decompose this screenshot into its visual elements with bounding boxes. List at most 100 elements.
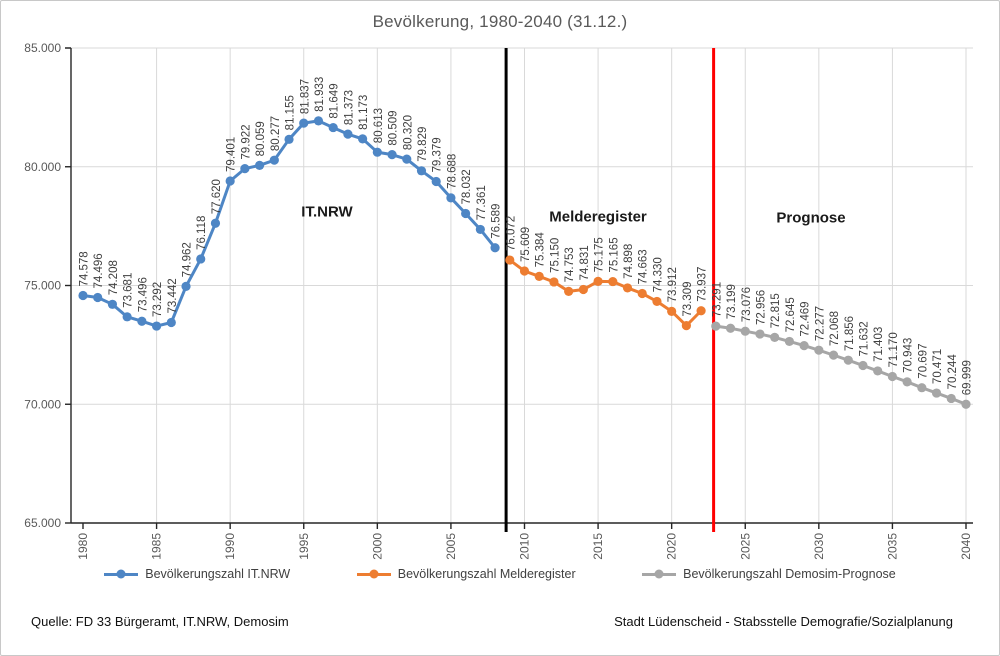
x-tick-label: 2025 bbox=[738, 533, 752, 560]
data-label-prognose: 70.471 bbox=[932, 349, 944, 384]
data-point-melderegister bbox=[549, 277, 559, 287]
data-label-melderegister: 73.937 bbox=[697, 267, 709, 302]
x-tick-label: 2000 bbox=[370, 533, 384, 560]
data-point-melderegister bbox=[534, 271, 544, 281]
data-label-melderegister: 74.831 bbox=[579, 245, 591, 280]
data-label-melderegister: 74.753 bbox=[564, 247, 576, 282]
data-label-prognose: 71.632 bbox=[858, 321, 870, 356]
data-label-itnrw: 81.837 bbox=[299, 79, 311, 114]
x-tick-label: 2035 bbox=[885, 533, 899, 560]
data-label-prognose: 73.291 bbox=[711, 282, 723, 317]
publisher-note: Stadt Lüdenscheid - Stabsstelle Demograf… bbox=[614, 614, 953, 629]
y-tick-label: 65.000 bbox=[24, 516, 61, 530]
series-melderegister: 76.072 75.609 75.384 75.150 74.753 74.831 75.1… bbox=[505, 216, 709, 331]
data-point-prognose bbox=[858, 360, 868, 371]
data-point-prognose bbox=[902, 377, 912, 387]
legend-dot-itnrw-icon bbox=[116, 569, 126, 579]
data-point-prognose bbox=[755, 329, 765, 339]
data-label-melderegister: 74.898 bbox=[623, 244, 635, 279]
data-point-itnrw bbox=[299, 118, 309, 128]
section-label-itnrw: IT.NRW bbox=[301, 203, 353, 221]
data-point-itnrw bbox=[137, 316, 147, 326]
data-point-itnrw bbox=[107, 299, 118, 309]
data-point-prognose bbox=[770, 332, 780, 342]
data-point-melderegister bbox=[608, 276, 618, 287]
data-point-itnrw bbox=[475, 224, 485, 235]
data-label-prognose: 71.170 bbox=[888, 332, 900, 367]
data-point-itnrw bbox=[446, 193, 456, 203]
data-label-itnrw: 73.292 bbox=[152, 282, 164, 317]
data-label-itnrw: 81.933 bbox=[314, 77, 326, 112]
data-label-prognose: 72.815 bbox=[770, 293, 782, 328]
legend-marker-prognose-icon bbox=[642, 569, 677, 579]
legend-item-itnrw: Bevölkerungszahl IT.NRW bbox=[104, 567, 290, 581]
data-label-itnrw: 79.401 bbox=[226, 137, 238, 172]
data-label-itnrw: 81.173 bbox=[358, 95, 370, 130]
x-tick-label: 2010 bbox=[518, 533, 532, 560]
data-point-prognose bbox=[711, 321, 721, 331]
data-point-prognose bbox=[873, 366, 883, 376]
data-label-melderegister: 74.330 bbox=[652, 257, 664, 292]
data-label-itnrw: 77.361 bbox=[476, 185, 488, 220]
x-tick-label: 1990 bbox=[223, 533, 237, 560]
data-label-itnrw: 77.620 bbox=[211, 179, 223, 214]
data-point-itnrw bbox=[78, 290, 88, 301]
data-label-melderegister: 76.072 bbox=[505, 216, 517, 251]
data-point-melderegister bbox=[593, 276, 603, 286]
axes: 65.000 70.000 75.000 80.000 85.000 1980 1985 19… bbox=[24, 41, 973, 560]
data-label-itnrw: 74.578 bbox=[79, 251, 91, 286]
data-label-itnrw: 81.155 bbox=[285, 95, 297, 130]
data-label-prognose: 69.999 bbox=[962, 360, 974, 395]
data-point-melderegister bbox=[622, 283, 633, 293]
data-point-itnrw bbox=[387, 150, 397, 160]
data-point-melderegister bbox=[637, 288, 647, 299]
data-label-melderegister: 74.663 bbox=[638, 249, 650, 284]
data-point-itnrw bbox=[240, 164, 250, 174]
data-point-itnrw bbox=[166, 317, 176, 328]
data-point-itnrw bbox=[402, 154, 412, 164]
data-point-itnrw bbox=[461, 208, 471, 219]
data-label-prognose: 70.244 bbox=[947, 354, 959, 390]
data-point-prognose bbox=[931, 388, 942, 398]
data-point-melderegister bbox=[667, 306, 677, 316]
data-point-itnrw bbox=[181, 281, 191, 292]
series-itnrw: 74.578 74.496 74.208 73.681 73.496 73.292 73.4… bbox=[78, 77, 503, 331]
data-point-prognose bbox=[946, 393, 956, 404]
data-point-itnrw bbox=[93, 292, 103, 303]
data-label-itnrw: 79.922 bbox=[240, 124, 252, 159]
data-point-itnrw bbox=[284, 134, 294, 144]
data-point-prognose bbox=[725, 323, 736, 333]
chart-footer: Quelle: FD 33 Bürgeramt, IT.NRW, Demosim… bbox=[31, 614, 953, 629]
x-tick-label: 1980 bbox=[76, 533, 90, 560]
data-label-itnrw: 78.688 bbox=[446, 154, 458, 189]
data-label-melderegister: 75.150 bbox=[549, 238, 561, 273]
data-point-prognose bbox=[784, 336, 795, 347]
legend-item-prognose: Bevölkerungszahl Demosim-Prognose bbox=[642, 567, 896, 581]
data-point-itnrw bbox=[490, 243, 500, 253]
data-label-itnrw: 73.496 bbox=[137, 277, 149, 312]
chart-title: Bevölkerung, 1980-2040 (31.12.) bbox=[372, 12, 628, 31]
data-label-itnrw: 76.589 bbox=[491, 204, 503, 239]
legend-item-melderegister: Bevölkerungszahl Melderegister bbox=[356, 567, 576, 581]
y-tick-label: 70.000 bbox=[24, 397, 61, 411]
y-tick-label: 80.000 bbox=[24, 160, 61, 174]
data-point-prognose bbox=[917, 383, 927, 393]
legend-marker-itnrw-icon bbox=[104, 569, 139, 579]
data-label-melderegister: 73.912 bbox=[667, 267, 679, 302]
data-label-prognose: 72.956 bbox=[755, 290, 767, 325]
data-point-prognose bbox=[740, 326, 750, 336]
data-label-itnrw: 80.277 bbox=[270, 116, 282, 151]
data-label-itnrw: 79.379 bbox=[432, 137, 444, 172]
data-label-itnrw: 80.320 bbox=[402, 115, 414, 150]
data-point-itnrw bbox=[313, 116, 324, 126]
data-point-prognose bbox=[887, 371, 898, 382]
data-label-itnrw: 74.962 bbox=[182, 242, 194, 277]
data-label-itnrw: 74.208 bbox=[108, 260, 120, 295]
x-tick-label: 2020 bbox=[665, 533, 679, 560]
data-point-melderegister bbox=[681, 321, 691, 331]
data-label-prognose: 72.277 bbox=[814, 306, 826, 341]
data-label-itnrw: 80.613 bbox=[373, 108, 385, 143]
data-point-melderegister bbox=[578, 284, 588, 295]
